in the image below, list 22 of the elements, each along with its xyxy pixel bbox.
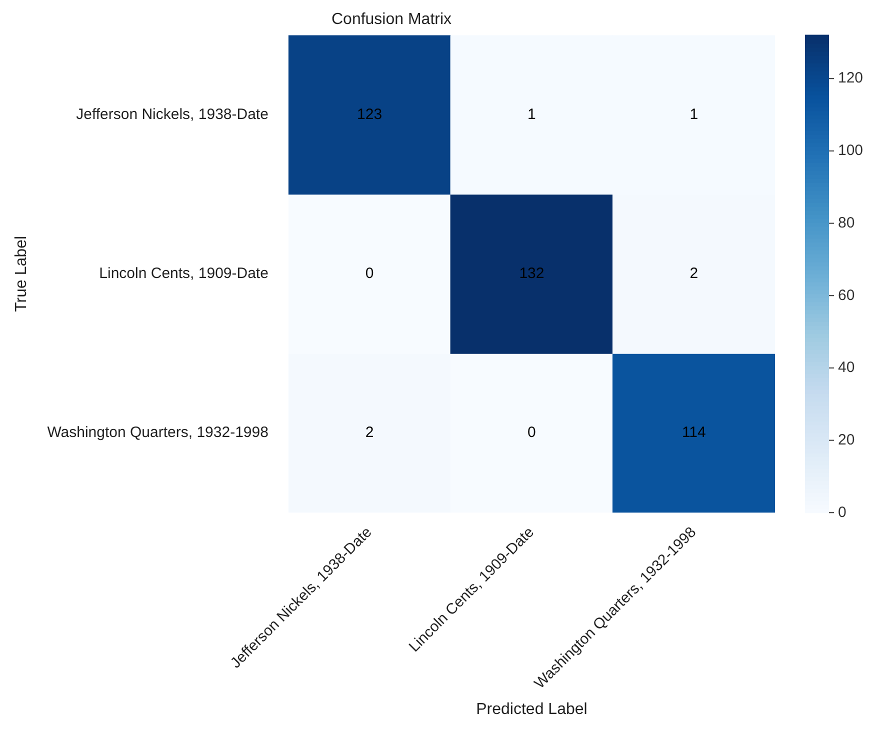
data-label: 2 bbox=[690, 265, 698, 282]
color-bar-label: 60 bbox=[838, 286, 855, 304]
color-bar-label: 20 bbox=[838, 431, 855, 448]
data-label: 1 bbox=[690, 106, 698, 123]
data-label: 123 bbox=[357, 106, 382, 123]
color-bar-label: 40 bbox=[838, 359, 855, 376]
data-label: 1 bbox=[528, 106, 536, 123]
data-label: 0 bbox=[365, 265, 374, 282]
color-bar-label: 0 bbox=[838, 504, 846, 521]
x-axis-title: Predicted Label bbox=[476, 700, 588, 718]
data-label: 0 bbox=[528, 424, 536, 442]
color-bar-label: 100 bbox=[838, 142, 864, 160]
data-label: 132 bbox=[519, 265, 544, 282]
y-axis-title: True Label bbox=[13, 236, 30, 312]
y-tick-label: Washington Quarters, 1932-1998 bbox=[47, 424, 268, 442]
y-tick-label: Jefferson Nickels, 1938-Date bbox=[76, 106, 268, 123]
color-bar-label: 120 bbox=[838, 70, 864, 87]
chart-title: Confusion Matrix bbox=[331, 11, 452, 28]
y-tick-label: Lincoln Cents, 1909-Date bbox=[99, 265, 268, 282]
data-label: 114 bbox=[682, 424, 706, 442]
color-bar-label: 80 bbox=[838, 214, 855, 232]
data-label: 2 bbox=[365, 424, 374, 442]
